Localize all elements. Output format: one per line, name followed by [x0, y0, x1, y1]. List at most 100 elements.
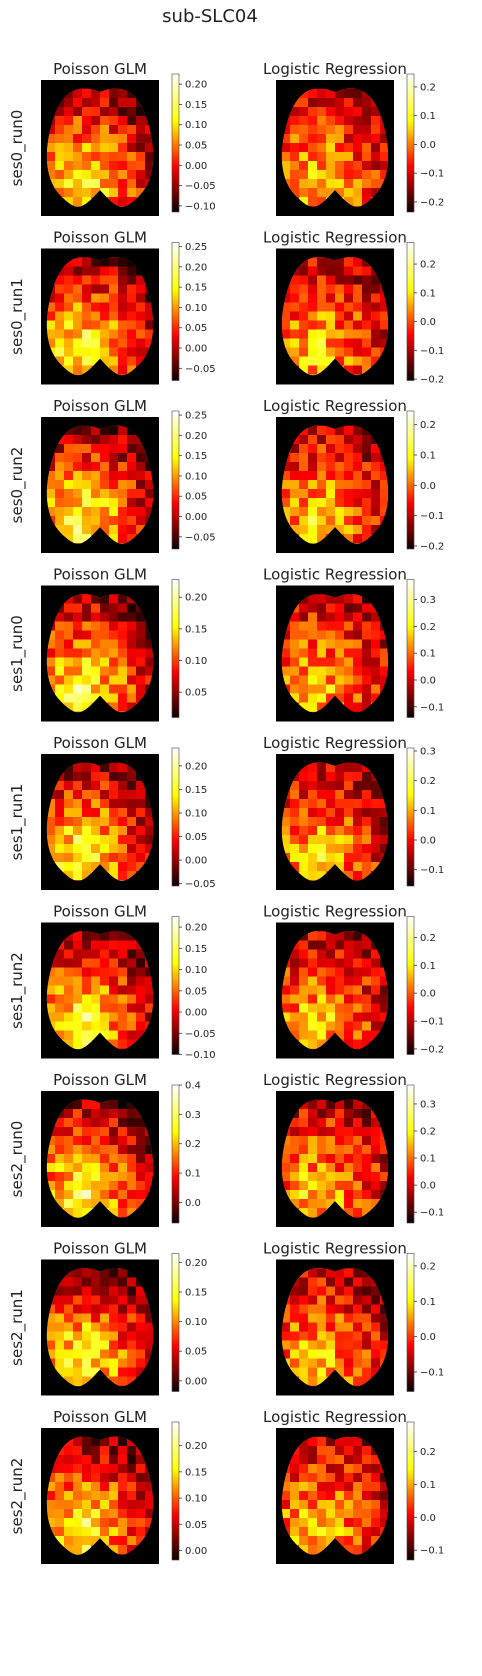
- parcel: [82, 1536, 92, 1546]
- parcel: [100, 1127, 110, 1137]
- parcel: [118, 267, 128, 277]
- parcel: [344, 1013, 354, 1023]
- parcel: [64, 1473, 74, 1483]
- parcel: [118, 1500, 128, 1510]
- parcel: [326, 721, 336, 731]
- colorbar-tick-label: 0.1: [420, 450, 436, 461]
- parcel: [317, 1341, 327, 1351]
- parcel: [118, 853, 128, 863]
- parcel: [127, 107, 137, 117]
- parcel: [344, 1163, 354, 1173]
- parcel: [109, 116, 119, 126]
- parcel: [118, 444, 128, 454]
- parcel: [127, 808, 137, 818]
- parcel: [64, 959, 74, 969]
- parcel: [100, 1013, 110, 1023]
- parcel: [118, 1518, 128, 1528]
- parcel: [73, 1437, 83, 1447]
- parcel: [308, 871, 318, 881]
- parcel: [371, 853, 381, 863]
- parcel: [299, 294, 309, 304]
- parcel: [308, 950, 318, 960]
- parcel: [353, 1350, 363, 1360]
- parcel: [299, 188, 309, 198]
- parcel: [73, 98, 83, 108]
- parcel: [317, 995, 327, 1005]
- parcel: [371, 471, 381, 481]
- parcel: [371, 1563, 381, 1573]
- parcel: [326, 889, 336, 899]
- parcel: [299, 968, 309, 978]
- colorbar: [407, 243, 414, 381]
- parcel: [109, 170, 119, 180]
- parcel: [317, 1118, 327, 1128]
- parcel: [73, 667, 83, 677]
- parcel: [109, 312, 119, 322]
- parcel: [118, 480, 128, 490]
- parcel: [326, 950, 336, 960]
- parcel: [308, 968, 318, 978]
- parcel: [299, 1031, 309, 1041]
- parcel: [82, 835, 92, 845]
- parcel: [281, 321, 291, 331]
- parcel: [299, 622, 309, 632]
- parcel: [299, 1058, 309, 1068]
- parcel: [82, 685, 92, 695]
- parcel: [308, 1154, 318, 1164]
- parcel: [362, 817, 372, 827]
- parcel: [100, 613, 110, 623]
- parcel: [299, 1163, 309, 1173]
- parcel: [335, 1305, 345, 1315]
- parcel: [136, 125, 146, 135]
- parcel: [299, 721, 309, 731]
- parcel: [308, 1377, 318, 1387]
- parcel: [73, 1226, 83, 1236]
- parcel: [64, 215, 74, 225]
- parcel: [64, 1058, 74, 1068]
- parcel: [118, 1199, 128, 1209]
- parcel: [118, 134, 128, 144]
- parcel: [64, 312, 74, 322]
- parcel: [64, 1296, 74, 1306]
- parcel: [290, 1359, 300, 1369]
- parcel: [308, 1278, 318, 1288]
- parcel: [344, 1323, 354, 1333]
- parcel: [82, 959, 92, 969]
- parcel: [299, 384, 309, 394]
- parcel: [371, 826, 381, 836]
- parcel: [317, 1500, 327, 1510]
- parcel: [326, 107, 336, 117]
- parcel: [73, 1359, 83, 1369]
- parcel: [109, 1455, 119, 1465]
- parcel: [362, 1058, 372, 1068]
- parcel: [362, 1287, 372, 1297]
- parcel: [118, 1154, 128, 1164]
- parcel: [46, 215, 56, 225]
- parcel: [127, 1536, 137, 1546]
- colorbar-tick-label: 0.00: [185, 1376, 207, 1387]
- parcel: [308, 763, 318, 773]
- parcel: [371, 1022, 381, 1032]
- parcel: [344, 294, 354, 304]
- parcel: [326, 134, 336, 144]
- parcel: [335, 161, 345, 171]
- parcel: [100, 444, 110, 454]
- parcel: [64, 1491, 74, 1501]
- parcel: [91, 152, 101, 162]
- parcel: [317, 357, 327, 367]
- parcel: [100, 853, 110, 863]
- parcel: [344, 462, 354, 472]
- parcel: [344, 844, 354, 854]
- parcel: [362, 1278, 372, 1288]
- parcel: [290, 968, 300, 978]
- parcel: [290, 1305, 300, 1315]
- parcel: [308, 1305, 318, 1315]
- parcel: [362, 1031, 372, 1041]
- parcel: [308, 595, 318, 605]
- colorbar-tick-label: −0.2: [420, 541, 444, 552]
- parcel: [308, 1058, 318, 1068]
- parcel: [335, 1563, 345, 1573]
- parcel: [109, 640, 119, 650]
- parcel: [344, 1437, 354, 1447]
- parcel: [64, 1145, 74, 1155]
